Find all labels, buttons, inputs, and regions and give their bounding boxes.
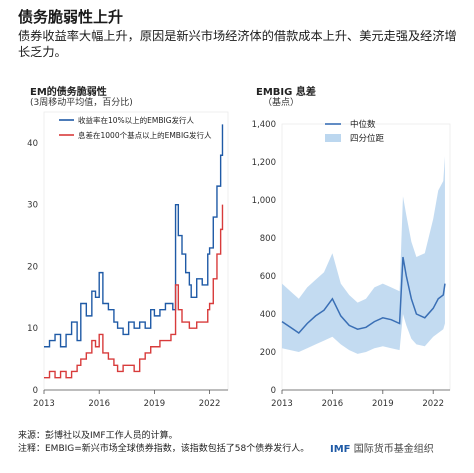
right-median-line [281,256,446,334]
left-plot-frame [43,111,229,391]
imf-logo-mark: IMF [330,444,351,455]
legend-label-median: 中位数 [350,119,376,130]
left-series-line-blue [44,124,224,348]
right-legend: 中位数 四分位距 [325,119,385,144]
left-chart-title: EM的债务脆弱性 [30,87,107,98]
right-series [281,156,446,354]
right-x-tick-label: 2016 [322,399,344,409]
left-y-tick-label: 40 [27,139,38,149]
right-y-ticks: 0 200 400 600 800 1,000 1,200 1,400 [252,120,276,396]
right-y-tick-label: 1,400 [252,120,276,130]
left-y-ticks: 0 10 20 30 40 [27,139,38,396]
imf-logo-text: 国际货币基金组织 [353,444,434,455]
left-legend: 收益率在10%以上的EMBIG发行人 息差在1000个基点以上的EMBIG发行人 [59,115,212,140]
legend-label-red: 息差在1000个基点以上的EMBIG发行人 [78,130,212,140]
right-x-tick-label: 2019 [372,399,394,409]
right-iqr-band [282,156,445,354]
right-chart-title: EMBIG 息差 [256,87,316,98]
imf-logo: IMF 国际货币基金组织 [330,440,434,455]
page-title: 债务脆弱性上升 [18,8,124,26]
footnote: 注释：EMBIG=新兴市场全球债券指数，该指数包括了58个债券发行人。 [18,444,310,454]
right-y-tick-label: 1,200 [252,158,276,168]
legend-label-iqr: 四分位距 [350,133,385,144]
right-y-tick-label: 800 [260,234,276,244]
legend-label-blue: 收益率在10%以上的EMBIG发行人 [78,115,195,125]
right-x-ticks: 2013 2016 2019 2022 [271,389,450,409]
right-x-tick-label: 2013 [271,399,293,409]
left-x-tick-label: 2016 [88,399,110,409]
right-chart-unit: （基点） [263,98,300,108]
left-y-tick-label: 10 [27,324,38,334]
left-series [44,124,224,379]
left-y-tick-label: 0 [33,386,38,396]
left-x-tick-label: 2022 [199,399,221,409]
right-y-tick-label: 0 [271,386,276,396]
source-note: 来源：彭博社以及IMF工作人员的计算。 [18,431,178,441]
left-x-tick-label: 2019 [144,399,166,409]
left-chart-unit: (3周移动平均值，百分比) [30,98,133,108]
right-x-tick-label: 2022 [422,399,444,409]
left-series-line-red [44,204,224,379]
left-chart: 0 10 20 30 40 2013 2016 2019 2022 收益率在10%以上的EMB… [27,111,229,409]
page-subtitle: 债券收益率大幅上升，原因是新兴市场经济体的借款成本上升、美元走强及经济增长乏力。 [18,29,457,59]
right-y-tick-label: 200 [260,348,276,358]
left-x-ticks: 2013 2016 2019 2022 [33,389,228,409]
left-x-tick-label: 2013 [33,399,55,409]
legend-swatch-iqr [325,134,341,142]
right-y-tick-label: 600 [260,272,276,282]
left-y-tick-label: 20 [27,262,38,272]
right-y-tick-label: 1,000 [252,196,276,206]
right-y-tick-label: 400 [260,310,276,320]
left-y-tick-label: 30 [27,201,38,211]
